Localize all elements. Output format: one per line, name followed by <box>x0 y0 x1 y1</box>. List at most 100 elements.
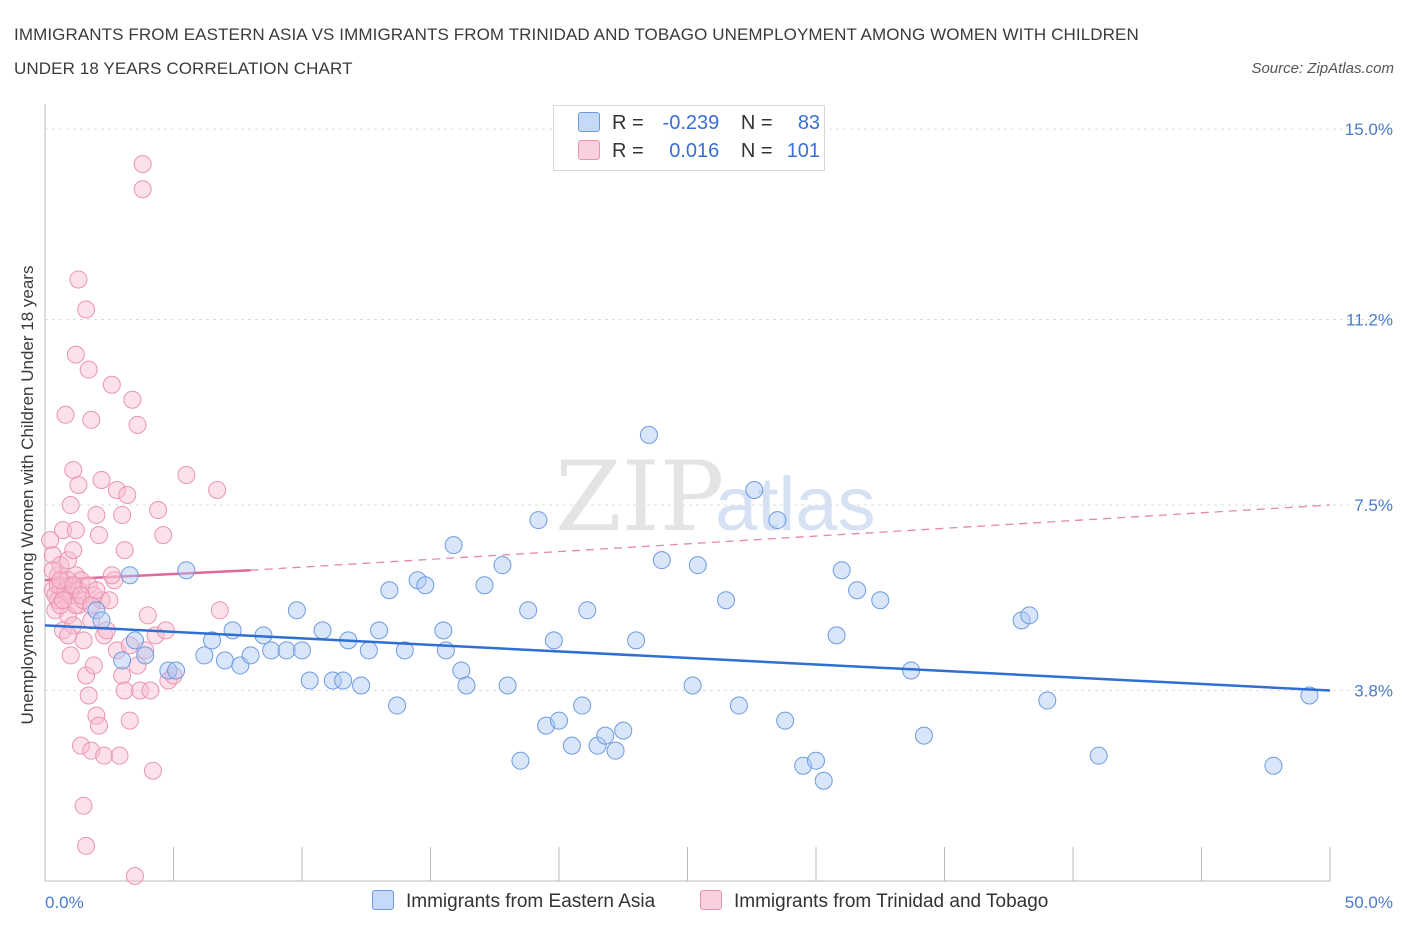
points-eastern-asia <box>87 425 1319 790</box>
data-point-eastern-asia <box>388 696 407 715</box>
data-point-eastern-asia <box>511 751 530 770</box>
bottom-legend-trinidad: Immigrants from Trinidad and Tobago <box>700 890 1048 913</box>
data-point-trinidad <box>43 561 62 580</box>
data-point-eastern-asia <box>352 676 371 695</box>
data-point-eastern-asia <box>606 741 625 760</box>
data-point-eastern-asia <box>293 641 311 660</box>
data-point-eastern-asia <box>444 536 463 555</box>
data-point-eastern-asia <box>588 736 607 755</box>
data-point-eastern-asia <box>1300 686 1319 705</box>
bottom-legend-label: Immigrants from Trinidad and Tobago <box>734 891 1049 912</box>
data-point-trinidad <box>210 601 229 620</box>
data-point-eastern-asia <box>498 676 517 695</box>
data-point-eastern-asia <box>596 726 615 745</box>
data-point-eastern-asia <box>745 480 764 499</box>
data-point-trinidad <box>74 796 93 815</box>
y-tick-label: 11.2% <box>1346 311 1393 330</box>
data-point-eastern-asia <box>177 561 196 580</box>
data-point-eastern-asia <box>807 751 825 770</box>
legend-n-label: N = <box>740 112 773 134</box>
data-point-eastern-asia <box>475 576 494 595</box>
data-point-trinidad <box>71 736 90 755</box>
data-point-eastern-asia <box>300 671 319 690</box>
data-point-eastern-asia <box>683 676 702 695</box>
data-point-trinidad <box>59 551 78 570</box>
data-point-trinidad <box>125 866 144 885</box>
data-point-eastern-asia <box>573 696 592 715</box>
legend-swatch-pink <box>578 140 600 160</box>
data-point-trinidad <box>74 631 93 650</box>
data-point-trinidad <box>61 646 80 665</box>
data-point-trinidad <box>77 836 96 855</box>
legend-r-label: R = <box>612 112 644 134</box>
data-point-trinidad <box>133 155 152 174</box>
data-point-eastern-asia <box>832 561 851 580</box>
data-point-trinidad <box>154 526 173 545</box>
bottom-legend-label: Immigrants from Eastern Asia <box>406 891 656 912</box>
data-point-trinidad <box>53 521 72 540</box>
data-point-trinidad <box>69 475 88 494</box>
data-point-eastern-asia <box>359 641 378 660</box>
data-point-trinidad <box>95 626 114 645</box>
data-point-trinidad <box>141 681 160 700</box>
data-point-eastern-asia <box>457 676 476 695</box>
data-point-eastern-asia <box>159 661 178 680</box>
data-point-eastern-asia <box>639 425 658 444</box>
legend-row-trinidad: R = 0.016 N = 101 <box>578 140 820 166</box>
data-point-eastern-asia <box>871 591 890 610</box>
data-point-trinidad <box>177 465 196 484</box>
data-point-eastern-asia <box>848 581 867 600</box>
trend-line-eastern-asia <box>44 624 1331 692</box>
data-point-trinidad <box>95 746 114 765</box>
data-point-eastern-asia <box>395 641 414 660</box>
trend-line-trinidad-extended <box>250 504 1331 571</box>
data-point-trinidad <box>115 681 134 700</box>
data-point-eastern-asia <box>1038 691 1057 710</box>
data-point-trinidad <box>110 746 129 765</box>
data-point-trinidad <box>82 410 101 429</box>
legend-n-label: N = <box>740 140 773 162</box>
data-point-eastern-asia <box>334 671 353 690</box>
data-point-trinidad <box>133 180 152 199</box>
data-point-eastern-asia <box>729 696 748 715</box>
data-point-eastern-asia <box>92 611 111 630</box>
data-point-trinidad <box>69 270 88 289</box>
data-point-trinidad <box>107 480 126 499</box>
grid-lines <box>45 128 1392 692</box>
data-point-trinidad <box>102 566 121 585</box>
data-point-trinidad <box>164 666 183 685</box>
data-point-eastern-asia <box>562 736 581 755</box>
data-point-trinidad <box>77 666 96 685</box>
data-point-trinidad <box>66 521 85 540</box>
data-point-eastern-asia <box>125 631 144 650</box>
data-point-trinidad <box>143 761 162 780</box>
legend-r-label: R = <box>612 140 644 162</box>
data-point-trinidad <box>66 345 85 364</box>
data-point-eastern-asia <box>688 556 707 575</box>
data-point-eastern-asia <box>313 621 332 640</box>
data-point-eastern-asia <box>416 576 435 595</box>
legend-n-value: 83 <box>797 112 821 134</box>
data-point-trinidad <box>87 581 106 600</box>
data-point-eastern-asia <box>215 651 234 670</box>
data-point-eastern-asia <box>113 651 132 670</box>
data-point-trinidad <box>56 405 75 424</box>
data-point-eastern-asia <box>203 631 222 650</box>
data-point-trinidad <box>59 626 78 645</box>
data-point-trinidad <box>115 541 134 560</box>
data-point-trinidad <box>123 390 142 409</box>
data-point-trinidad <box>79 360 98 379</box>
data-point-trinidad <box>118 486 137 505</box>
data-point-trinidad <box>208 480 227 499</box>
data-point-trinidad <box>53 591 72 610</box>
data-point-eastern-asia <box>241 646 260 665</box>
data-point-trinidad <box>138 606 157 625</box>
data-point-eastern-asia <box>652 551 671 570</box>
data-point-trinidad <box>77 300 96 319</box>
legend-r-value: -0.239 <box>662 112 720 134</box>
data-point-trinidad <box>128 415 147 434</box>
data-point-eastern-asia <box>614 721 633 740</box>
data-point-eastern-asia <box>120 566 139 585</box>
bottom-legend-swatch-pink <box>700 890 722 910</box>
data-point-eastern-asia <box>277 641 296 660</box>
